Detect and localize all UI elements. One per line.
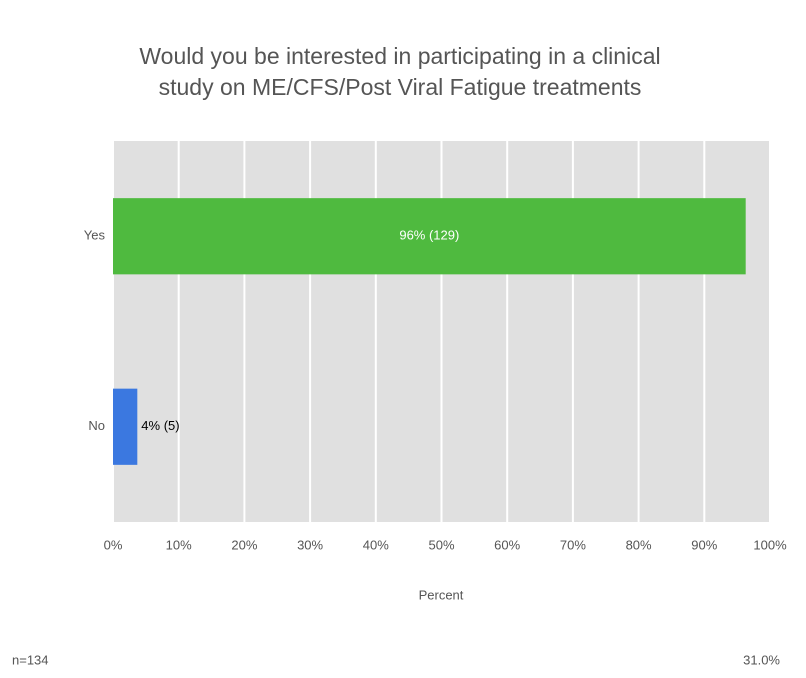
x-tick-label: 30%	[297, 537, 323, 552]
value-label: 96% (129)	[399, 228, 459, 243]
x-tick-label: 80%	[626, 537, 652, 552]
footer-right: 31.0%	[743, 652, 780, 667]
x-tick-label: 70%	[560, 537, 586, 552]
value-label: 4% (5)	[141, 418, 179, 433]
x-tick-label: 10%	[166, 537, 192, 552]
x-tick-label: 60%	[494, 537, 520, 552]
x-tick-label: 0%	[104, 537, 123, 552]
y-tick-label: No	[88, 418, 105, 433]
x-tick-label: 100%	[753, 537, 787, 552]
bar	[113, 198, 746, 275]
chart-title: study on ME/CFS/Post Viral Fatigue treat…	[159, 74, 642, 100]
x-tick-label: 50%	[428, 537, 454, 552]
y-tick-label: Yes	[84, 228, 106, 243]
x-tick-label: 40%	[363, 537, 389, 552]
x-axis-label: Percent	[419, 587, 464, 602]
bar	[113, 388, 138, 465]
x-tick-label: 20%	[231, 537, 257, 552]
chart-title: Would you be interested in participating…	[139, 43, 660, 69]
x-tick-label: 90%	[691, 537, 717, 552]
footer-left: n=134	[12, 652, 49, 667]
